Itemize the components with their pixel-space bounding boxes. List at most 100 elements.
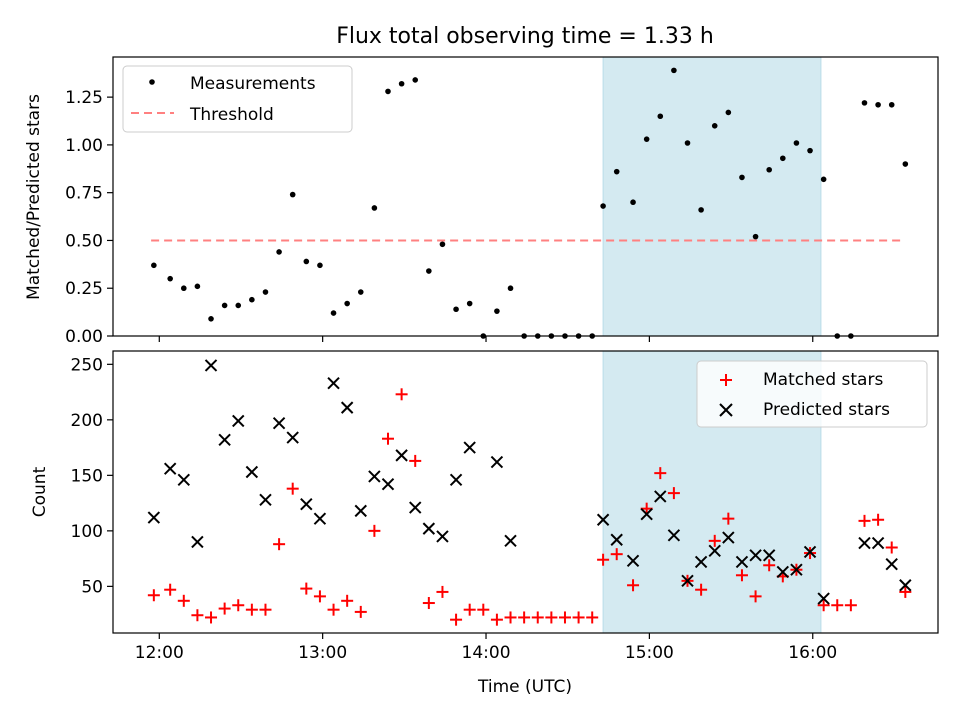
- predicted-star-marker: [204, 359, 218, 372]
- matched-star-marker: [327, 603, 340, 616]
- measurement-point: [739, 174, 745, 181]
- predicted-star-marker: [667, 529, 681, 542]
- predicted-star-marker: [817, 592, 830, 605]
- measurement-point: [861, 100, 868, 106]
- predicted-star-marker: [147, 511, 161, 524]
- x-tick-label: 16:00: [788, 643, 837, 663]
- matched-star-marker: [545, 611, 558, 624]
- y-tick-label: 0.00: [65, 327, 103, 347]
- y-tick-label: 1.00: [65, 136, 103, 156]
- measurement-point: [780, 155, 786, 162]
- chart-title: Flux total observing time = 1.33 h: [336, 24, 714, 49]
- measurement-point: [875, 101, 881, 108]
- matched-star-marker: [245, 603, 258, 616]
- matched-star-marker: [450, 613, 463, 626]
- matched-star-marker: [610, 548, 623, 561]
- legend-marker-predicted: [719, 403, 733, 417]
- matched-star-marker: [422, 597, 435, 610]
- matched-star-marker: [463, 603, 476, 616]
- measurement-point: [766, 166, 772, 173]
- predicted-star-marker: [803, 545, 817, 559]
- measurement-point: [167, 275, 173, 282]
- matched-star-marker: [382, 432, 394, 445]
- predicted-star-marker: [762, 549, 776, 562]
- y-tick-label: 50: [81, 577, 103, 597]
- predicted-star-marker: [327, 376, 340, 390]
- top-axes-frame: [112, 56, 939, 337]
- predicted-star-marker: [596, 513, 610, 526]
- predicted-star-marker: [749, 549, 762, 562]
- matched-star-marker: [409, 454, 422, 467]
- x-axis-label: Time (UTC): [477, 677, 572, 697]
- predicted-star-marker: [286, 431, 299, 444]
- predicted-star-marker: [245, 465, 259, 479]
- measurement-point: [151, 262, 157, 269]
- predicted-star-marker: [272, 416, 286, 430]
- legend-label-measurements: Measurements: [190, 74, 316, 94]
- matched-star-marker: [259, 603, 272, 616]
- predicted-star-marker: [232, 414, 245, 428]
- matched-star-marker: [749, 590, 762, 603]
- matched-star-marker: [872, 513, 885, 526]
- predicted-star-marker: [381, 478, 395, 491]
- measurement-point: [507, 285, 514, 292]
- measurement-point: [888, 101, 895, 108]
- predicted-star-marker: [300, 498, 313, 511]
- counts-panel: 50 100 150 200 250 12:00 13:00 14:00 15:00 16:00…: [30, 350, 939, 697]
- measurement-point: [371, 205, 378, 211]
- matched-star-marker: [232, 599, 245, 612]
- measurement-point: [412, 77, 419, 83]
- predicted-star-marker: [463, 441, 476, 454]
- matched-star-marker: [286, 482, 299, 495]
- measurement-point: [398, 80, 405, 87]
- measurement-point: [317, 262, 323, 269]
- measurement-point: [807, 147, 813, 154]
- measurement-point: [494, 308, 500, 314]
- predicted-star-marker: [436, 530, 449, 543]
- predicted-star-marker: [640, 507, 653, 521]
- matched-star-marker: [640, 502, 653, 515]
- matched-star-marker: [490, 613, 503, 626]
- matched-star-marker: [218, 602, 231, 615]
- matched-star-marker: [844, 599, 857, 612]
- matched-star-marker: [695, 583, 708, 596]
- matched-star-marker: [586, 611, 599, 624]
- measurement-point: [289, 191, 296, 198]
- predicted-star-marker: [899, 579, 912, 592]
- matched-star-marker: [558, 611, 571, 624]
- measurement-point: [344, 300, 350, 307]
- legend-label-threshold: Threshold: [189, 105, 274, 125]
- measurement-point: [820, 176, 827, 183]
- measurement-point: [180, 285, 187, 292]
- y-tick-label: 0.25: [65, 279, 103, 299]
- predicted-star-marker: [504, 534, 517, 548]
- measurement-point: [453, 306, 459, 313]
- x-tick-label: 14:00: [462, 643, 511, 663]
- matched-star-marker: [147, 589, 160, 602]
- predicted-star-marker: [694, 555, 708, 569]
- measurement-point: [643, 136, 650, 142]
- x-tick-label: 15:00: [625, 643, 674, 663]
- matched-star-marker: [354, 605, 367, 618]
- predicted-star-marker: [313, 512, 327, 525]
- predicted-star-marker: [449, 473, 463, 486]
- predicted-star-marker: [885, 557, 898, 571]
- predicted-star-marker: [858, 536, 871, 550]
- matched-star-marker: [531, 611, 544, 624]
- measurement-point: [426, 268, 432, 274]
- y-tick-label: 1.25: [65, 88, 103, 108]
- measurement-point: [600, 203, 606, 209]
- predicted-star-marker: [735, 555, 749, 569]
- predicted-star-marker: [177, 473, 190, 486]
- matched-star-marker: [597, 553, 610, 566]
- top-legend: Measurements Threshold: [122, 65, 353, 133]
- measurement-point: [330, 310, 337, 316]
- matched-star-marker: [722, 512, 735, 525]
- matched-star-marker: [831, 599, 844, 612]
- y-tick-label: 0.50: [65, 231, 103, 251]
- measurement-point: [221, 302, 228, 309]
- matched-star-marker: [205, 611, 218, 624]
- matched-star-marker: [518, 611, 531, 624]
- legend-label-matched: Matched stars: [763, 370, 883, 390]
